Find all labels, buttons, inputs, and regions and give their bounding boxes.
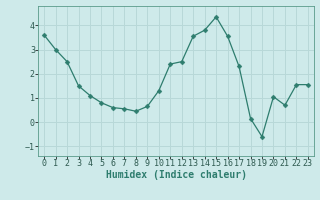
X-axis label: Humidex (Indice chaleur): Humidex (Indice chaleur) [106, 170, 246, 180]
